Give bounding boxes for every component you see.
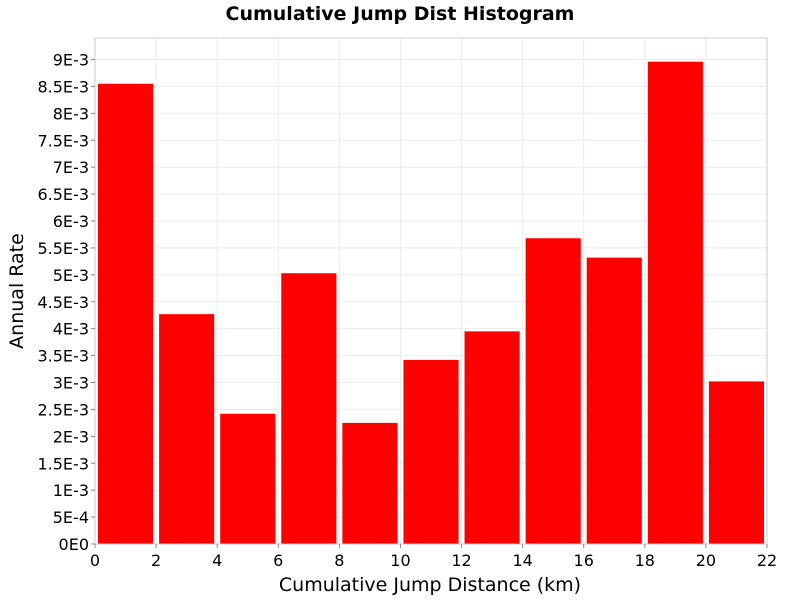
y-tick-label: 7E-3: [53, 158, 89, 177]
y-tick-label: 8E-3: [53, 104, 89, 123]
x-tick-label: 12: [451, 551, 471, 570]
y-tick-label: 2.5E-3: [37, 400, 89, 419]
chart-title: Cumulative Jump Dist Histogram: [226, 3, 575, 25]
y-tick-label: 3E-3: [53, 374, 89, 393]
y-tick-label: 8.5E-3: [37, 77, 89, 96]
x-tick-label: 20: [696, 551, 716, 570]
x-tick-label: 18: [635, 551, 655, 570]
x-tick-label: 10: [390, 551, 410, 570]
histogram-bar: [159, 314, 215, 544]
y-tick-label: 4.5E-3: [37, 293, 89, 312]
y-tick-label: 9E-3: [53, 51, 89, 70]
y-tick-label: 1E-3: [53, 481, 89, 500]
y-tick-label: 3.5E-3: [37, 347, 89, 366]
histogram-bar: [281, 273, 337, 544]
x-tick-label: 22: [757, 551, 777, 570]
y-tick-label: 1.5E-3: [37, 454, 89, 473]
x-tick-label: 14: [512, 551, 532, 570]
histogram-bar: [342, 422, 398, 544]
y-axis: 0E0 5E-4 1E-3 1.5E-3 2E-3 2.5E-3 3E-3 3.5E-3 4E-…: [37, 51, 95, 554]
x-axis: 0 2 4 6 8 10 12 14 16 18 20 22: [90, 544, 777, 570]
y-tick-label: 2E-3: [53, 427, 89, 446]
x-tick-label: 4: [212, 551, 222, 570]
x-tick-label: 8: [334, 551, 344, 570]
x-tick-label: 0: [90, 551, 100, 570]
bars: [98, 61, 764, 545]
x-tick-label: 16: [574, 551, 594, 570]
y-tick-label: 0E0: [59, 535, 89, 554]
y-tick-label: 4E-3: [53, 320, 89, 339]
histogram-bar: [403, 359, 459, 544]
histogram-bar: [586, 257, 642, 544]
histogram-bar: [464, 331, 520, 544]
y-tick-label: 5E-4: [53, 508, 89, 527]
histogram-bar: [708, 381, 764, 544]
y-tick-label: 6E-3: [53, 212, 89, 231]
x-tick-label: 6: [273, 551, 283, 570]
histogram-bar: [220, 413, 276, 544]
y-tick-label: 7.5E-3: [37, 131, 89, 150]
histogram-bar: [98, 83, 154, 545]
histogram-bar: [525, 238, 581, 544]
y-axis-label: Annual Rate: [6, 233, 28, 349]
y-tick-label: 5E-3: [53, 266, 89, 285]
x-axis-label: Cumulative Jump Distance (km): [279, 574, 581, 596]
plot-frame: [94, 37, 768, 545]
y-tick-label: 5.5E-3: [37, 239, 89, 258]
y-tick-label: 6.5E-3: [37, 185, 89, 204]
x-tick-label: 2: [151, 551, 161, 570]
histogram-bar: [647, 61, 703, 544]
